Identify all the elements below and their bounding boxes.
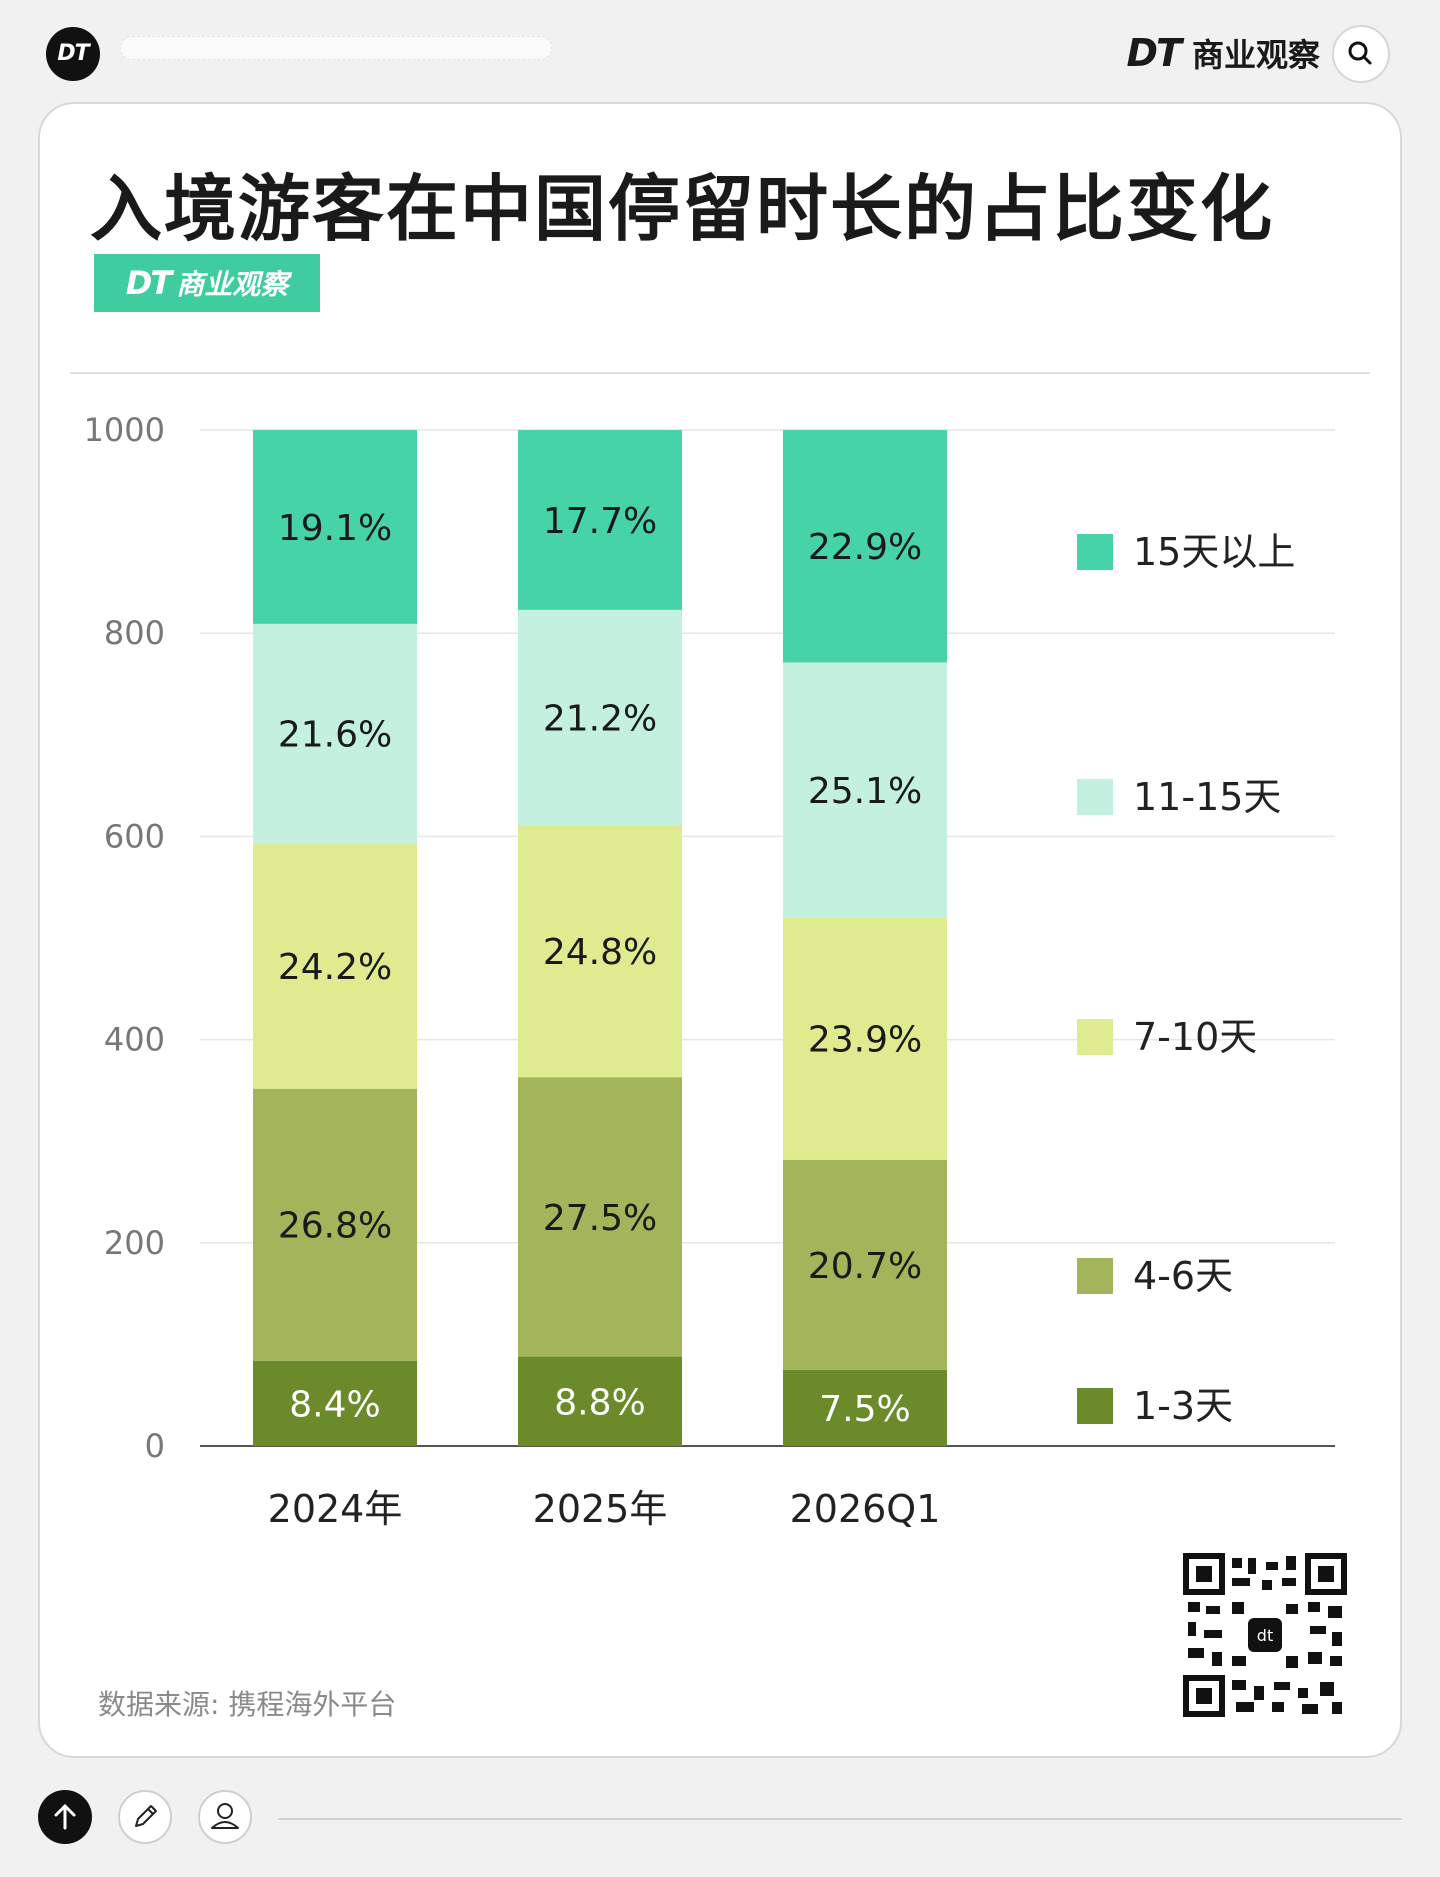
qr-code[interactable]: dt <box>1182 1552 1348 1718</box>
bottom-bar <box>0 1770 1440 1870</box>
arrow-up-icon <box>54 1804 76 1830</box>
top-address-bar[interactable] <box>120 36 552 60</box>
bottom-divider <box>278 1818 1402 1820</box>
brand-name: 商业观察 <box>1191 36 1320 74</box>
card-divider <box>70 372 1370 376</box>
pencil-icon <box>135 1805 157 1827</box>
badge-name: 商业观察 <box>176 268 289 301</box>
brand-mark: DT <box>1126 31 1182 75</box>
edit-button[interactable] <box>118 1790 172 1844</box>
chart-card <box>38 102 1402 1758</box>
page-title: 入境游客在中国停留时长的占比变化 <box>90 167 1275 251</box>
search-icon <box>1348 41 1372 65</box>
scroll-top-button[interactable] <box>38 1790 92 1844</box>
top-bar: DT DT 商业观察 <box>0 0 1440 100</box>
svg-text:dt: dt <box>1257 1626 1273 1645</box>
brand-badge: DT 商业观察 <box>94 254 320 312</box>
search-button[interactable] <box>1332 25 1390 83</box>
qr-code-icon: dt <box>1182 1552 1348 1718</box>
user-icon <box>211 1803 239 1829</box>
data-source: 数据来源: 携程海外平台 <box>98 1688 397 1721</box>
badge-mark: DT <box>125 264 172 302</box>
dt-logo[interactable]: DT <box>46 27 100 81</box>
brand-logo: DT 商业观察 <box>1127 28 1320 78</box>
profile-button[interactable] <box>198 1790 252 1844</box>
